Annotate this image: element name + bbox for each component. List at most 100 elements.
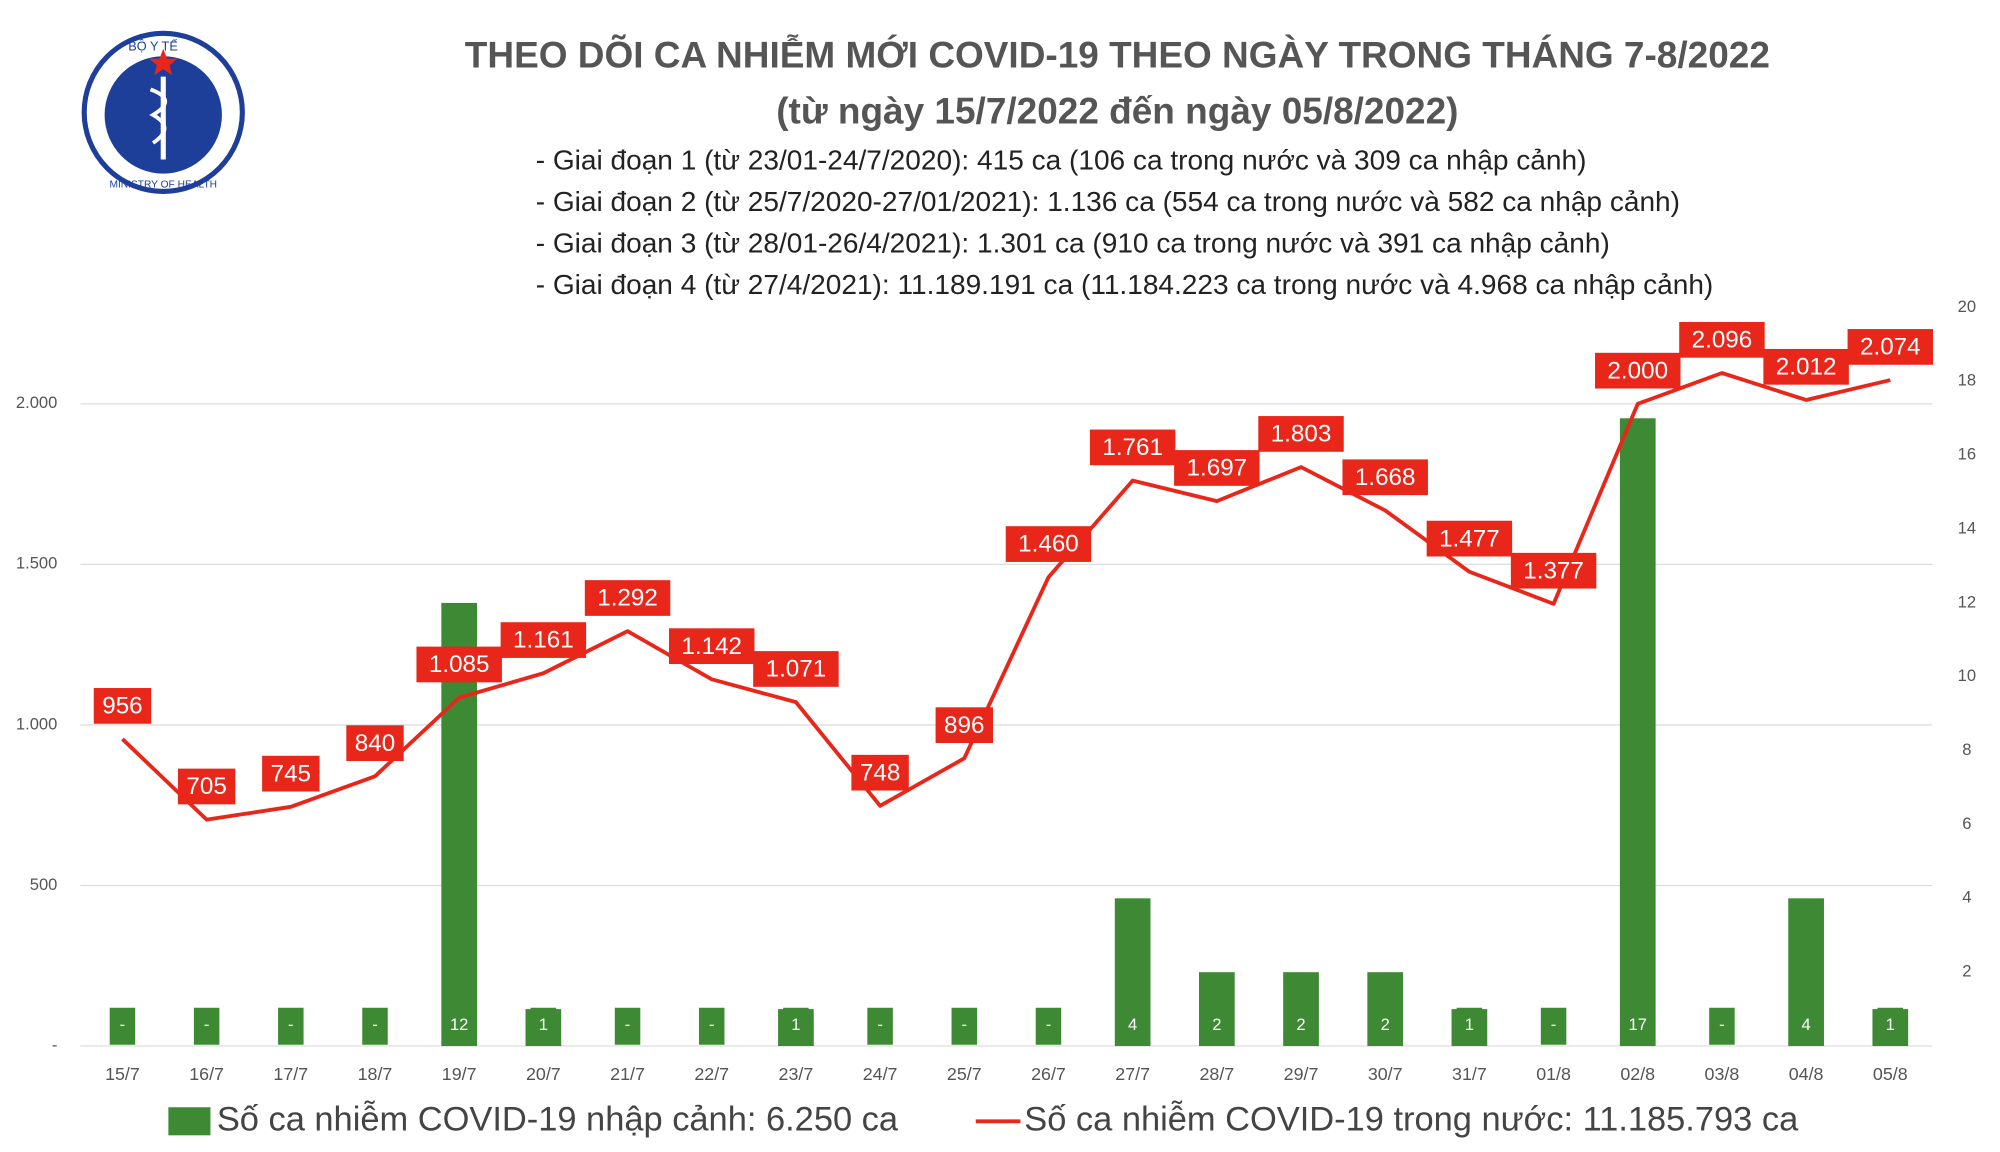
line-label-box: [1595, 352, 1681, 389]
legend-swatch: [168, 1107, 211, 1136]
line-label-box: [346, 725, 404, 761]
legend-label: Số ca nhiễm COVID-19 trong nước: 11.185.…: [1024, 1099, 1799, 1138]
y2-tick-label: 8: [1962, 740, 1971, 759]
x-tick-label: 23/7: [779, 1064, 814, 1084]
bar-label: 2: [1296, 1015, 1305, 1034]
line-label: 1.071: [766, 656, 827, 683]
line: [121, 371, 1891, 822]
bar-label: -: [372, 1015, 378, 1034]
line-label: 1.697: [1187, 455, 1248, 482]
bar-label: -: [877, 1015, 883, 1034]
line-label-box: [1847, 329, 1934, 365]
line-label: 1.377: [1523, 557, 1584, 584]
x-tick-label: 15/7: [105, 1064, 140, 1084]
line-label: 1.761: [1102, 434, 1163, 461]
line-label: 1.085: [429, 651, 490, 678]
bar-label-box: [530, 1007, 557, 1045]
bar-label: 1: [1886, 1015, 1895, 1034]
bar-label-box: [1035, 1007, 1062, 1045]
line-label-box: [584, 580, 671, 616]
line-label: 1.668: [1355, 464, 1416, 491]
line-label-box: [753, 651, 839, 687]
line-label-box: [1258, 416, 1344, 452]
bar-label: 17: [1629, 1015, 1647, 1034]
line-label-box: [1174, 450, 1260, 486]
x-tick-label: 30/7: [1368, 1064, 1403, 1084]
note: - Giai đoạn 2 (từ 25/7/2020-27/01/2021):…: [536, 186, 1680, 217]
x-tick-label: 05/8: [1873, 1064, 1908, 1084]
bar-label-box: [1877, 1007, 1904, 1045]
line-label: 2.012: [1776, 353, 1837, 380]
line-label-box: [262, 755, 320, 792]
bar-label: 4: [1128, 1015, 1137, 1034]
bar-label-box: [867, 1007, 893, 1045]
x-tick-label: 29/7: [1284, 1064, 1319, 1084]
line-label: 1.142: [681, 633, 742, 660]
legend-label: Số ca nhiễm COVID-19 nhập cảnh: 6.250 ca: [217, 1099, 899, 1138]
bar-label: -: [1046, 1015, 1052, 1034]
y2-tick-label: 6: [1962, 814, 1971, 833]
line-label: 840: [355, 730, 395, 757]
line-label-box: [669, 628, 755, 665]
line-label: 1.460: [1018, 531, 1079, 558]
bar-label: 4: [1802, 1015, 1811, 1034]
y-tick-label: 500: [30, 875, 58, 894]
bar-label: 2: [1381, 1015, 1390, 1034]
line-label-box: [1089, 429, 1176, 466]
line-label-box: [93, 688, 152, 724]
x-tick-label: 02/8: [1620, 1064, 1655, 1084]
line-label-box: [851, 754, 909, 791]
bar-label-box: [951, 1007, 978, 1045]
bar-label: -: [962, 1015, 968, 1034]
line-label: 896: [944, 712, 984, 739]
x-tick-label: 03/8: [1705, 1064, 1740, 1084]
bar-label: -: [625, 1015, 631, 1034]
chart-subtitle: (từ ngày 15/7/2022 đến ngày 05/8/2022): [776, 90, 1458, 131]
bar-label-box: [1540, 1007, 1567, 1045]
x-tick-label: 28/7: [1199, 1064, 1234, 1084]
bar-label: -: [1719, 1015, 1725, 1034]
line-label: 745: [271, 760, 311, 787]
x-tick-label: 31/7: [1452, 1064, 1487, 1084]
x-tick-label: 01/8: [1536, 1064, 1571, 1084]
line-label-box: [1005, 526, 1092, 562]
line-label-box: [1426, 520, 1513, 557]
line-label: 1.161: [513, 627, 574, 654]
bar-label-box: [698, 1007, 725, 1045]
bar-label-box: [193, 1007, 220, 1045]
x-tick-label: 27/7: [1115, 1064, 1150, 1084]
bar-label-box: [783, 1007, 809, 1045]
x-tick-label: 16/7: [189, 1064, 224, 1084]
note: - Giai đoạn 4 (từ 27/4/2021): 11.189.191…: [536, 269, 1714, 300]
line-label-box: [935, 707, 993, 744]
x-tick-label: 26/7: [1031, 1064, 1066, 1084]
bar-label-box: [1119, 1007, 1146, 1045]
line-label: 748: [860, 759, 900, 786]
bar-label: -: [709, 1015, 715, 1034]
line-label: 1.292: [597, 585, 658, 612]
x-tick-label: 19/7: [442, 1064, 477, 1084]
line-label-box: [1679, 321, 1765, 358]
y2-tick-label: 20: [1958, 297, 1976, 316]
logo-bottom: MINISTRY OF HEALTH: [109, 180, 217, 191]
bar-label-box: [1456, 1007, 1483, 1045]
bar-label-box: [1793, 1007, 1819, 1045]
line-label: 1.803: [1271, 421, 1332, 448]
y2-tick-label: 18: [1958, 371, 1976, 390]
bar-label: 1: [1465, 1015, 1474, 1034]
logo-top: BỘ Y TẾ: [128, 39, 178, 54]
line-label-box: [177, 768, 236, 805]
bar-label-box: [1709, 1007, 1735, 1045]
y2-tick-label: 14: [1958, 518, 1976, 537]
bar: [1619, 418, 1656, 1047]
line-label-box: [1342, 459, 1428, 496]
x-tick-label: 24/7: [863, 1064, 898, 1084]
bar-label: 1: [539, 1015, 548, 1034]
x-tick-label: 20/7: [526, 1064, 561, 1084]
line-label-box: [500, 622, 587, 658]
bar-label-box: [614, 1007, 641, 1045]
line-label-box: [1763, 348, 1849, 385]
bar-label: 2: [1212, 1015, 1221, 1034]
